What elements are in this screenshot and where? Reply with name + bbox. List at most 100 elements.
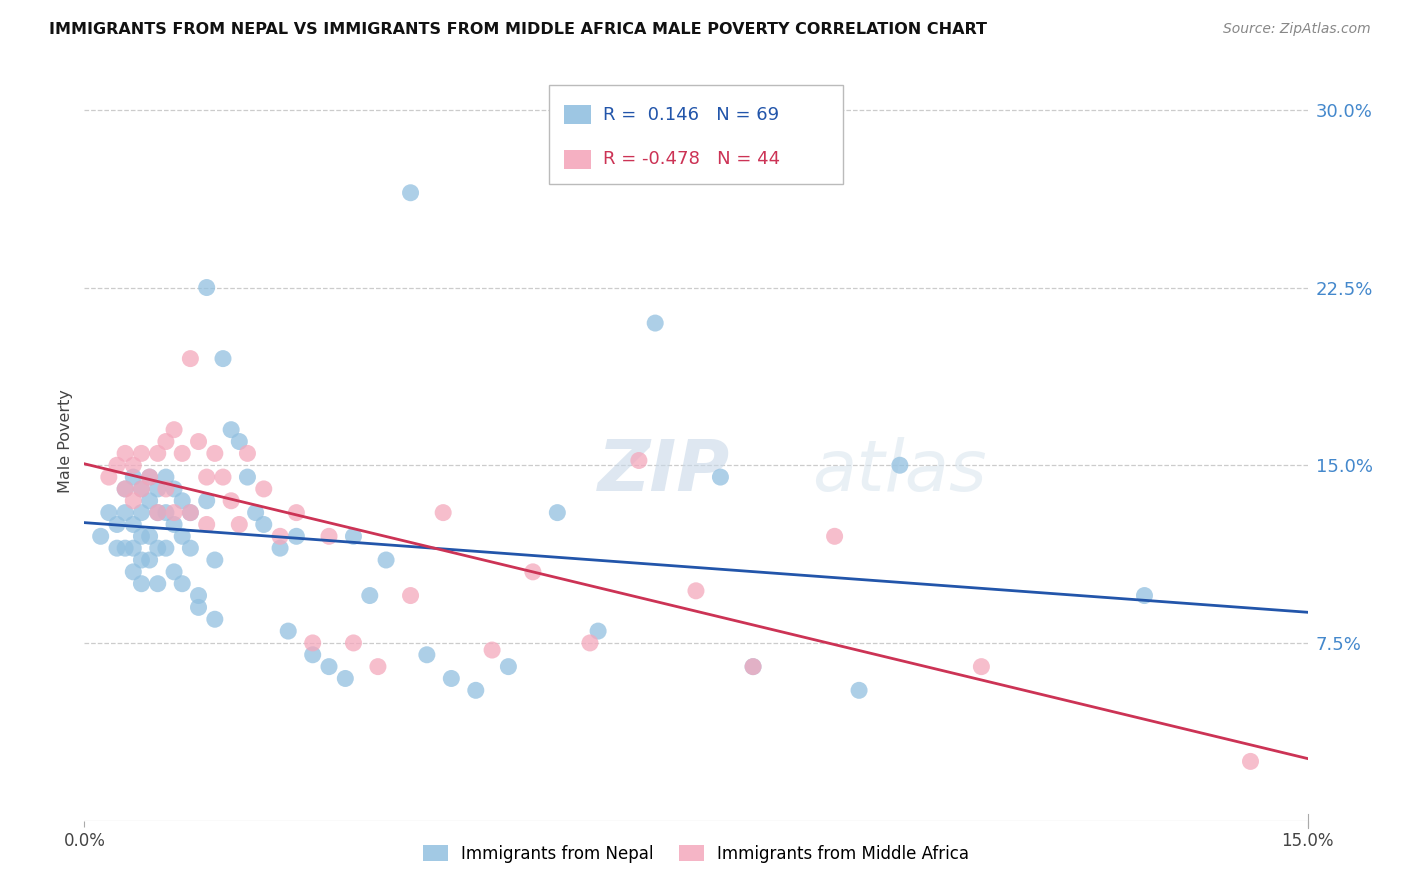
Point [367, 659, 389, 673]
Point [163, 482, 186, 496]
Point [138, 553, 160, 567]
Point [114, 482, 136, 496]
Point [236, 470, 259, 484]
Point [179, 506, 201, 520]
Point [318, 659, 340, 673]
Point [131, 506, 153, 520]
Point [253, 517, 276, 532]
Point [155, 482, 177, 496]
Point [889, 458, 911, 473]
Point [187, 600, 209, 615]
Point [301, 648, 323, 662]
Point [138, 493, 160, 508]
Point [277, 624, 299, 639]
Point [131, 482, 153, 496]
Text: R = -0.478   N = 44: R = -0.478 N = 44 [603, 150, 780, 168]
Point [285, 506, 308, 520]
Point [228, 517, 250, 532]
Point [416, 648, 439, 662]
Text: R =  0.146   N = 69: R = 0.146 N = 69 [603, 106, 779, 124]
Point [90, 529, 112, 543]
Point [204, 446, 226, 460]
Point [187, 434, 209, 449]
Point [269, 541, 291, 556]
Point [432, 506, 454, 520]
Point [122, 458, 145, 473]
Point [179, 541, 201, 556]
Point [742, 659, 765, 673]
Point [146, 576, 169, 591]
Point [970, 659, 993, 673]
Point [179, 351, 201, 366]
Point [204, 553, 226, 567]
Point [269, 529, 291, 543]
Point [163, 565, 186, 579]
Point [212, 351, 235, 366]
Point [187, 589, 209, 603]
Point [318, 529, 340, 543]
Point [342, 529, 364, 543]
Point [848, 683, 870, 698]
Point [375, 553, 398, 567]
Point [97, 506, 120, 520]
Point [122, 470, 145, 484]
Point [155, 541, 177, 556]
Point [579, 636, 602, 650]
Point [359, 589, 381, 603]
Point [627, 453, 650, 467]
Point [155, 506, 177, 520]
Point [399, 186, 422, 200]
Point [195, 493, 218, 508]
Point [204, 612, 226, 626]
Point [114, 482, 136, 496]
Point [481, 643, 503, 657]
Point [146, 446, 169, 460]
Point [163, 506, 186, 520]
Point [122, 493, 145, 508]
FancyBboxPatch shape [550, 85, 842, 184]
Point [163, 423, 186, 437]
Point [114, 541, 136, 556]
Text: atlas: atlas [813, 437, 987, 507]
Text: IMMIGRANTS FROM NEPAL VS IMMIGRANTS FROM MIDDLE AFRICA MALE POVERTY CORRELATION : IMMIGRANTS FROM NEPAL VS IMMIGRANTS FROM… [49, 22, 987, 37]
Point [709, 470, 731, 484]
Point [146, 482, 169, 496]
Point [155, 470, 177, 484]
Point [301, 636, 323, 650]
Point [131, 553, 153, 567]
Point [105, 517, 128, 532]
Point [546, 506, 568, 520]
Point [179, 506, 201, 520]
Point [586, 624, 609, 639]
Point [138, 470, 160, 484]
Point [97, 470, 120, 484]
Point [253, 482, 276, 496]
Point [172, 493, 194, 508]
Point [146, 506, 169, 520]
Point [114, 506, 136, 520]
Point [228, 434, 250, 449]
Point [146, 506, 169, 520]
Point [335, 672, 357, 686]
FancyBboxPatch shape [564, 105, 591, 124]
Point [131, 529, 153, 543]
Text: ZIP: ZIP [598, 437, 730, 507]
Point [236, 446, 259, 460]
Point [114, 446, 136, 460]
Point [105, 541, 128, 556]
Point [219, 493, 242, 508]
Point [1133, 589, 1156, 603]
Point [122, 565, 145, 579]
Point [1239, 755, 1261, 769]
Point [195, 517, 218, 532]
Point [245, 506, 267, 520]
Point [172, 446, 194, 460]
Point [163, 517, 186, 532]
FancyBboxPatch shape [564, 150, 591, 169]
Point [399, 589, 422, 603]
Point [522, 565, 544, 579]
Point [685, 583, 707, 598]
Point [131, 446, 153, 460]
Point [742, 659, 765, 673]
Point [342, 636, 364, 650]
